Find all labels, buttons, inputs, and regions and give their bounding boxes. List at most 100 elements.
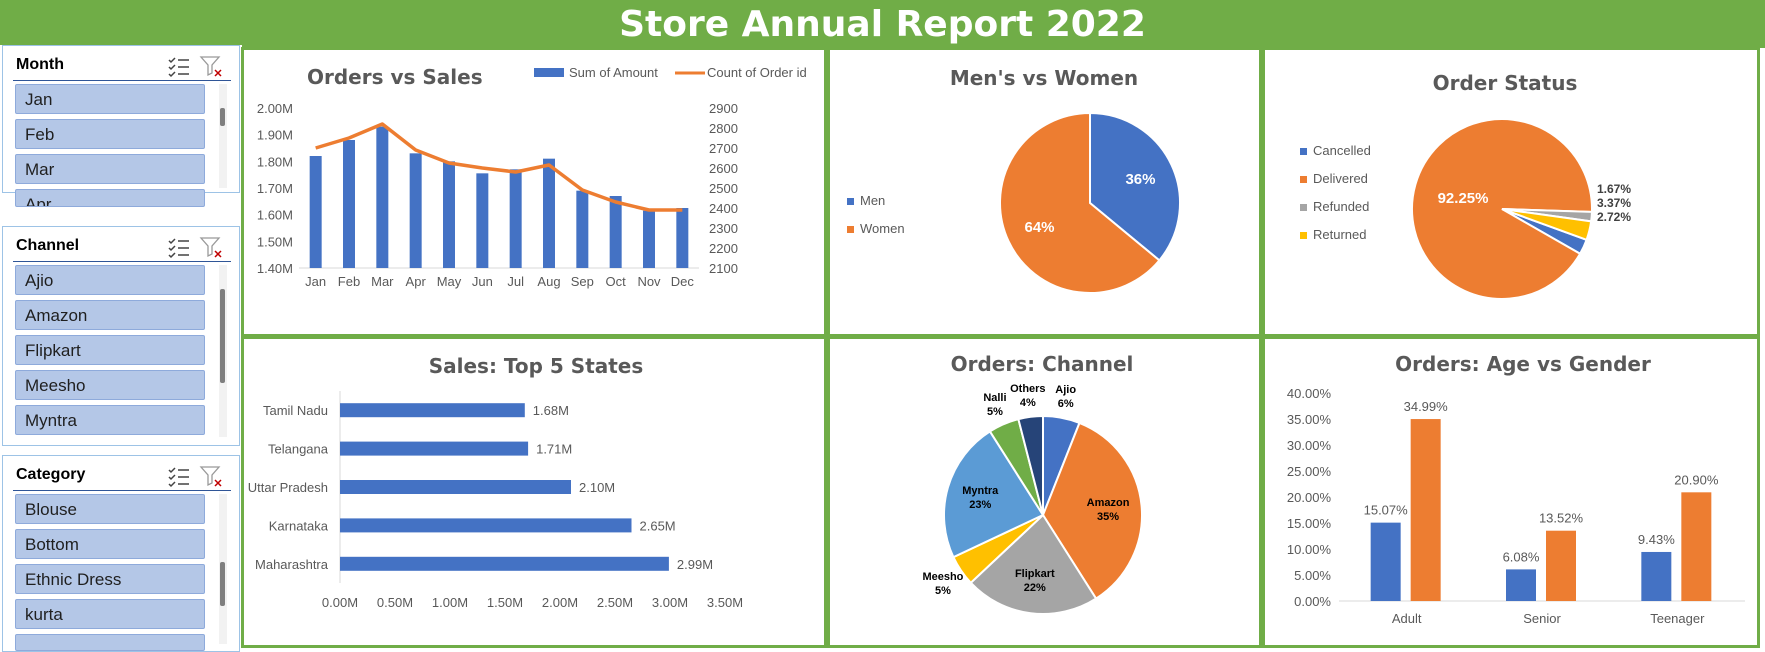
men-vs-women-panel: Men's vs Women Men Women 36% 64% xyxy=(827,47,1262,337)
clear-filter-icon[interactable] xyxy=(199,464,223,488)
x-tick-label: 0.00M xyxy=(322,595,358,610)
slicer-item-apr[interactable]: Apr xyxy=(15,189,205,207)
bar-adult-series-1 xyxy=(1370,522,1401,601)
report-banner: Store Annual Report 2022 xyxy=(0,0,1765,48)
gender-slice-men xyxy=(1089,111,1181,262)
order-status-chart: Order Status Cancelled Delivered Refunde… xyxy=(1300,71,1631,300)
data-label-returned: 3.37% xyxy=(1597,196,1631,210)
multi-select-icon[interactable] xyxy=(167,235,191,259)
y-tick-label: Karnataka xyxy=(269,518,329,533)
slicer-item-kurta[interactable]: kurta xyxy=(15,599,205,629)
bar-karnataka xyxy=(340,518,632,533)
data-label-pct-others: 4% xyxy=(1020,397,1036,409)
data-label-pct-meesho: 5% xyxy=(935,585,951,597)
x-tick-label: 1.50M xyxy=(487,595,523,610)
slicer-item-ethnic-dress[interactable]: Ethnic Dress xyxy=(15,564,205,594)
slicer-item-meesho[interactable]: Meesho xyxy=(15,370,205,400)
category-scroll-thumb[interactable] xyxy=(220,562,225,606)
slicer-item-ajio[interactable]: Ajio xyxy=(15,265,205,295)
slicer-item-bottom[interactable]: Bottom xyxy=(15,529,205,559)
month-slicer-header: Month xyxy=(13,52,231,81)
channel-slice-amazon xyxy=(1041,421,1143,600)
data-label-cancelled: 2.72% xyxy=(1597,210,1631,224)
y-tick-label: 25.00% xyxy=(1287,464,1332,479)
bar-tamil-nadu xyxy=(340,403,525,418)
x-tick-label: 2.00M xyxy=(542,595,578,610)
y-tick-label: Maharashtra xyxy=(255,557,329,572)
x-tick-label: Dec xyxy=(671,274,695,289)
men-vs-women-title: Men's vs Women xyxy=(950,66,1138,90)
slicer-item-flipkart[interactable]: Flipkart xyxy=(15,335,205,365)
month-scrollbar[interactable] xyxy=(219,84,227,188)
data-label-senior-series-2: 13.52% xyxy=(1539,511,1584,526)
x-tick-label: Senior xyxy=(1523,611,1561,626)
data-label-name-amazon: Amazon xyxy=(1087,497,1130,509)
multi-select-icon[interactable] xyxy=(167,464,191,488)
clear-filter-icon[interactable] xyxy=(199,235,223,259)
line-order-count xyxy=(315,122,683,212)
slicer-item-feb[interactable]: Feb xyxy=(15,119,205,149)
data-label-name-myntra: Myntra xyxy=(962,485,999,497)
y-right-tick-label: 2400 xyxy=(709,201,738,216)
top-states-plot: Tamil Nadu 1.68M Telangana 1.71M Uttar Prade… xyxy=(248,391,743,610)
y-right-tick-label: 2100 xyxy=(709,261,738,276)
y-right-tick-label: 2600 xyxy=(709,161,738,176)
slicer-item-amazon[interactable]: Amazon xyxy=(15,300,205,330)
top-states-panel: Sales: Top 5 States Tamil Nadu 1.68M Telan… xyxy=(241,336,827,648)
y-tick-label: Tamil Nadu xyxy=(263,403,328,418)
data-label-pct-amazon: 35% xyxy=(1097,511,1119,523)
y-tick-label: 30.00% xyxy=(1287,438,1332,453)
slicer-item-jan[interactable]: Jan xyxy=(15,84,205,114)
x-tick-label: Jan xyxy=(305,274,326,289)
slicer-item-myntra[interactable]: Myntra xyxy=(15,405,205,435)
bar-amount-jun xyxy=(476,173,489,268)
data-label-telangana: 1.71M xyxy=(536,442,572,457)
multi-select-icon[interactable] xyxy=(167,54,191,78)
bar-amount-oct xyxy=(609,196,622,268)
x-tick-label: 3.00M xyxy=(652,595,688,610)
y-left-tick-label: 1.70M xyxy=(257,181,293,196)
orders-vs-sales-title: Orders vs Sales xyxy=(307,65,483,89)
bar-amount-apr xyxy=(409,153,422,268)
y-tick-label: 40.00% xyxy=(1287,386,1332,401)
bar-senior-series-2 xyxy=(1546,530,1576,601)
x-tick-label: 1.00M xyxy=(432,595,468,610)
x-tick-label: Aug xyxy=(537,274,560,289)
x-tick-label: Oct xyxy=(606,274,627,289)
slicer-item-blouse[interactable]: Blouse xyxy=(15,494,205,524)
order-status-pie: 92.25% 2.72% 1.67%3.37% xyxy=(1411,118,1631,300)
channel-slice-myntra xyxy=(943,430,1045,559)
y-tick-label: 20.00% xyxy=(1287,490,1332,505)
orders-channel-panel: Orders: Channel Ajio 6% Amazon 35% Flipkart 2… xyxy=(827,336,1262,648)
bar-telangana xyxy=(340,441,529,456)
channel-scroll-thumb[interactable] xyxy=(220,289,225,383)
y-right-tick-label: 2500 xyxy=(709,181,738,196)
bar-teenager-series-1 xyxy=(1641,551,1672,601)
data-label-men: 36% xyxy=(1125,171,1155,188)
clear-filter-icon[interactable] xyxy=(199,54,223,78)
y-right-tick-label: 2900 xyxy=(709,101,738,116)
slicer-item-mar[interactable]: Mar xyxy=(15,154,205,184)
data-label-pct-nalli: 5% xyxy=(987,406,1003,418)
bar-amount-aug xyxy=(543,158,555,268)
legend-swatch-cancelled xyxy=(1300,148,1307,155)
orders-channel-pie: Ajio 6% Amazon 35% Flipkart 22% Meesho 5% Myntra… xyxy=(922,383,1143,615)
x-tick-label: May xyxy=(437,274,462,289)
legend-swatch-women xyxy=(847,226,854,233)
slicer-panel: Month Jan Feb Mar Apr Channel Ajio Amazo… xyxy=(0,45,242,652)
month-scroll-thumb[interactable] xyxy=(220,108,225,126)
legend-label-cancelled: Cancelled xyxy=(1313,143,1371,158)
y-left-tick-label: 1.90M xyxy=(257,128,293,143)
legend-label-delivered: Delivered xyxy=(1313,171,1368,186)
slicer-item-partial[interactable] xyxy=(15,634,205,651)
y-tick-label: Uttar Pradesh xyxy=(248,480,328,495)
channel-slicer-title: Channel xyxy=(16,237,80,254)
order-status-panel: Order Status Cancelled Delivered Refunde… xyxy=(1262,47,1760,337)
x-tick-label: Feb xyxy=(338,274,360,289)
x-tick-label: Jul xyxy=(507,274,524,289)
y-tick-label: 10.00% xyxy=(1287,542,1332,557)
y-left-tick-label: 1.40M xyxy=(257,261,293,276)
y-left-tick-label: 2.00M xyxy=(257,101,293,116)
data-label-karnataka: 2.65M xyxy=(640,518,676,533)
data-label-name-ajio: Ajio xyxy=(1055,384,1076,396)
